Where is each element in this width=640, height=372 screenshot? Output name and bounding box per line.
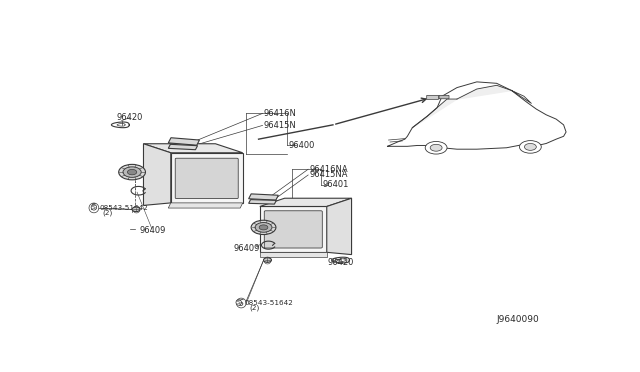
- Polygon shape: [168, 144, 198, 150]
- Polygon shape: [260, 206, 327, 252]
- Polygon shape: [249, 200, 276, 204]
- Circle shape: [524, 144, 536, 150]
- Circle shape: [264, 258, 271, 262]
- Circle shape: [251, 220, 276, 235]
- Circle shape: [132, 207, 140, 212]
- Text: 08543-51642: 08543-51642: [100, 205, 148, 211]
- FancyBboxPatch shape: [439, 95, 449, 99]
- Text: S: S: [92, 205, 96, 210]
- Text: S: S: [92, 203, 97, 212]
- Polygon shape: [168, 203, 243, 208]
- Circle shape: [118, 164, 145, 180]
- Text: 96400: 96400: [288, 141, 315, 150]
- Circle shape: [127, 169, 137, 175]
- Text: 96409: 96409: [234, 244, 260, 253]
- Polygon shape: [260, 252, 327, 257]
- Text: 08543-51642: 08543-51642: [244, 300, 294, 306]
- Text: 96416NA: 96416NA: [309, 165, 348, 174]
- Circle shape: [430, 144, 442, 151]
- Text: S: S: [239, 298, 244, 308]
- Polygon shape: [143, 144, 243, 153]
- Polygon shape: [457, 85, 511, 99]
- Circle shape: [255, 222, 272, 232]
- Text: 96420: 96420: [328, 259, 355, 267]
- FancyBboxPatch shape: [175, 158, 238, 199]
- FancyBboxPatch shape: [427, 95, 438, 99]
- Text: 96401: 96401: [322, 180, 348, 189]
- Polygon shape: [249, 194, 278, 200]
- Text: J9640090: J9640090: [497, 315, 540, 324]
- Text: (2): (2): [103, 209, 113, 216]
- Circle shape: [520, 141, 541, 153]
- Text: 96420: 96420: [116, 113, 143, 122]
- Circle shape: [259, 225, 268, 230]
- Text: 96409: 96409: [140, 226, 166, 235]
- Text: 96415NA: 96415NA: [309, 170, 348, 179]
- Polygon shape: [168, 138, 200, 145]
- Polygon shape: [260, 198, 351, 206]
- Text: 96415N: 96415N: [264, 121, 296, 130]
- Polygon shape: [171, 153, 243, 203]
- Text: (2): (2): [250, 305, 260, 311]
- Polygon shape: [327, 198, 351, 254]
- Circle shape: [425, 141, 447, 154]
- Polygon shape: [412, 99, 457, 128]
- Text: S: S: [237, 300, 241, 305]
- Circle shape: [123, 167, 141, 177]
- FancyBboxPatch shape: [264, 211, 323, 248]
- Polygon shape: [143, 144, 171, 205]
- Text: 96416N: 96416N: [264, 109, 296, 118]
